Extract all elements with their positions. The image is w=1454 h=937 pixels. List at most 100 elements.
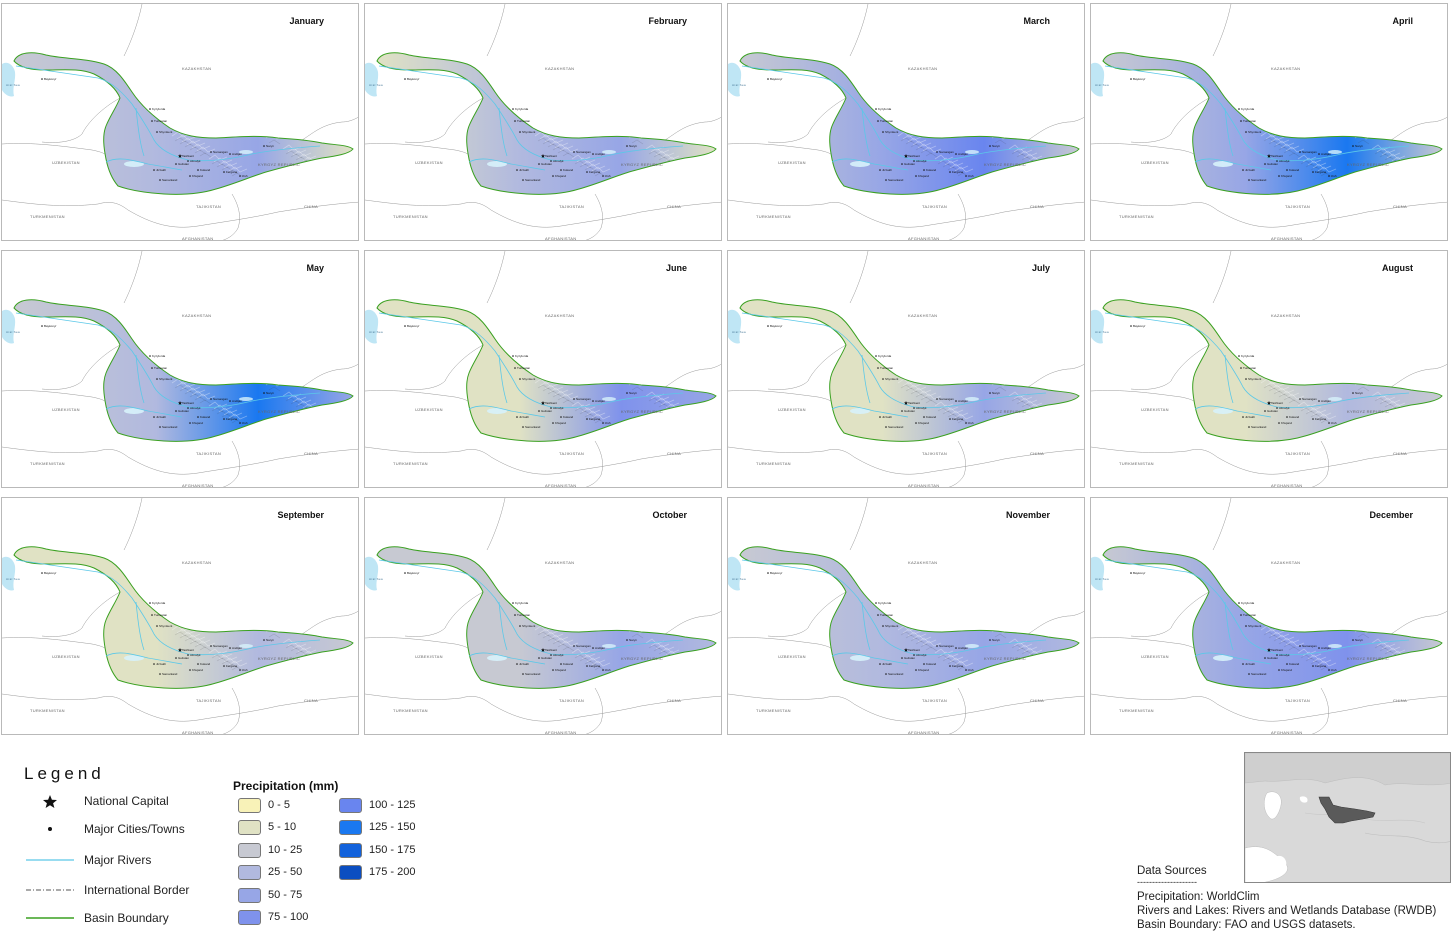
country-label-turkmenistan: TURKMENISTAN (30, 461, 65, 466)
national-capital-marker (904, 648, 908, 652)
city-label: Shymkent (522, 130, 536, 134)
city-label: Gulistan (904, 656, 915, 660)
city-marker (1312, 665, 1314, 667)
international-border (490, 209, 642, 228)
major-river (378, 559, 684, 656)
precip-class-swatch: 5 - 10 (233, 819, 323, 837)
country-label-tajikistan: TAJIKISTAN (1285, 451, 1310, 456)
city-marker (156, 131, 158, 133)
major-river (468, 158, 546, 171)
country-label-kazakhstan: KAZAKHSTAN (1271, 313, 1300, 318)
city-label: Samarkand (1251, 425, 1267, 429)
city-label: Turkestan (1243, 613, 1257, 617)
city-marker (1245, 131, 1247, 133)
city-label: Namangan (576, 397, 591, 401)
precip-color-box (238, 798, 261, 813)
city-label: Fergana (1315, 417, 1327, 421)
city-label: Almalyk (190, 406, 201, 410)
country-label-kyrgyz: KYRGYZ REPUBLIC (621, 162, 663, 167)
city-marker (149, 602, 151, 604)
data-sources: Data Sources -------------------- Precip… (1137, 864, 1454, 932)
city-marker (1318, 400, 1320, 402)
city-label: Kyzylorda (152, 354, 166, 358)
city-marker (516, 663, 518, 665)
city-marker (538, 163, 540, 165)
country-label-aral: Aral Sea (6, 577, 20, 581)
city-marker (1264, 410, 1266, 412)
international-border (728, 390, 833, 404)
international-border (1027, 116, 1084, 141)
precip-color-box (238, 865, 261, 881)
city-marker (512, 108, 514, 110)
city-label: Jizzakh (519, 662, 529, 666)
international-border (1212, 251, 1232, 304)
country-label-tajikistan: TAJIKISTAN (559, 451, 584, 456)
country-label-afghanistan: AFGHANISTAN (908, 236, 939, 241)
international-border (1216, 456, 1368, 475)
city-label: Shymkent (1248, 377, 1262, 381)
city-label: Andijan (1321, 646, 1331, 650)
country-label-kazakhstan: KAZAKHSTAN (545, 560, 574, 565)
city-label: Osh (968, 174, 974, 178)
international-border (1027, 363, 1084, 388)
city-label: Kokand (200, 662, 211, 666)
national-capital-marker (1267, 154, 1271, 158)
precip-class-label: 10 - 25 (268, 843, 303, 856)
national-capital-marker (541, 648, 545, 652)
aral-sea (728, 62, 742, 97)
country-label-afghanistan: AFGHANISTAN (1271, 730, 1302, 735)
city-label: Baykonyr (770, 77, 783, 81)
city-marker (1278, 175, 1280, 177)
country-label-turkmenistan: TURKMENISTAN (756, 461, 791, 466)
city-label: Baykonyr (770, 571, 783, 575)
city-label: Fergana (952, 170, 964, 174)
international-border (1091, 390, 1196, 404)
city-marker (223, 171, 225, 173)
major-river (498, 107, 508, 157)
city-marker (151, 614, 153, 616)
basin-boundary (376, 299, 717, 442)
country-label-tajikistan: TAJIKISTAN (196, 204, 221, 209)
month-title: April (1392, 16, 1413, 26)
city-marker (879, 663, 881, 665)
international-border (365, 199, 492, 211)
city-marker (767, 78, 769, 80)
country-label-kazakhstan: KAZAKHSTAN (545, 66, 574, 71)
city-marker (915, 175, 917, 177)
city-marker (936, 398, 938, 400)
city-marker (885, 673, 887, 675)
country-label-uzbekistan: UZBEKISTAN (415, 407, 443, 412)
city-label: Jizzakh (1245, 168, 1255, 172)
city-label: Khujand (555, 174, 566, 178)
international-border (365, 446, 492, 458)
precip-class-label: 150 - 175 (369, 843, 416, 856)
precip-class-label: 175 - 200 (369, 866, 416, 879)
city-label: Andijan (595, 152, 605, 156)
country-label-afghanistan: AFGHANISTAN (545, 730, 576, 735)
city-marker (879, 416, 881, 418)
city-marker (913, 407, 915, 409)
precip-class-label: 50 - 75 (268, 888, 303, 901)
city-marker (965, 175, 967, 177)
legend-label: International Border (84, 883, 190, 897)
precipitation-map-october: KAZAKHSTAN UZBEKISTAN TURKMENISTAN AFGHANIS… (365, 498, 721, 735)
country-label-china: CHINA (1030, 204, 1044, 209)
city-marker (936, 151, 938, 153)
international-border (728, 446, 855, 458)
city-label: Kokand (563, 662, 574, 666)
month-title: June (665, 263, 687, 273)
city-label: Samarkand (1251, 178, 1267, 182)
international-border (1311, 687, 1329, 734)
city-label: Andijan (958, 152, 968, 156)
month-title: May (306, 263, 324, 273)
city-label: Samarkand (162, 178, 178, 182)
city-label: Khujand (555, 668, 566, 672)
city-label: Tashkent (545, 401, 557, 405)
precipitation-map-march: KAZAKHSTAN UZBEKISTAN TURKMENISTAN AFGHANIS… (728, 4, 1084, 241)
city-marker (1276, 160, 1278, 162)
aral-sea (365, 556, 379, 591)
city-marker (1240, 614, 1242, 616)
city-label: Shymkent (159, 624, 173, 628)
city-marker (875, 108, 877, 110)
city-label: Tashkent (545, 154, 557, 158)
